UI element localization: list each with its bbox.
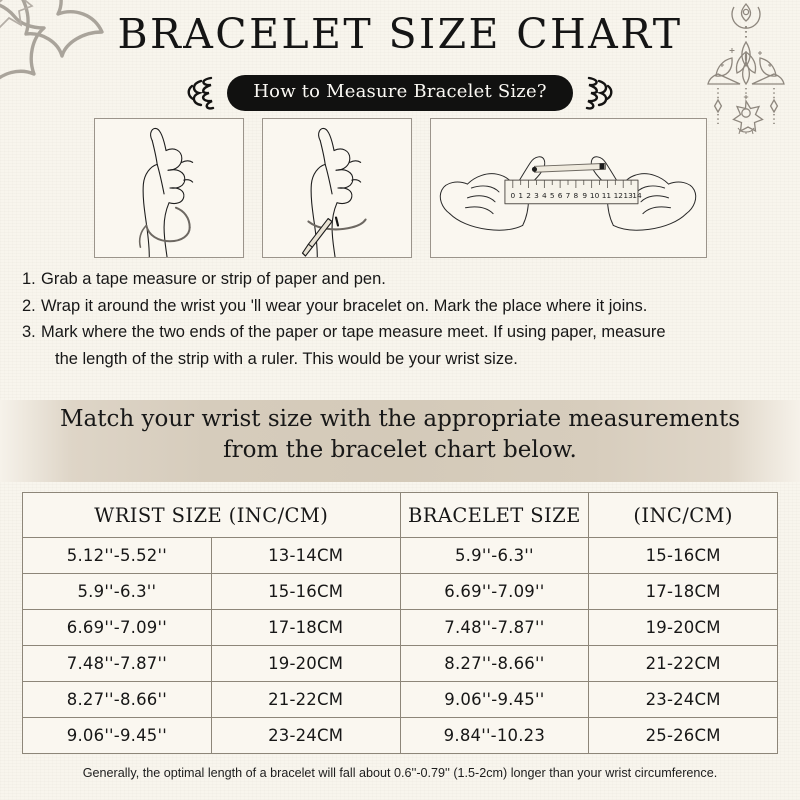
banner-heading: Match your wrist size with the appropria…: [0, 404, 800, 466]
header-bracelet-size: BRACELET SIZE: [399, 492, 590, 538]
banner-heading-line1: Match your wrist size with the appropria…: [59, 406, 741, 432]
svg-text:4: 4: [541, 191, 546, 200]
table-row: 7.48''-7.87'' 19-20CM 8.27''-8.66'' 21-2…: [22, 645, 778, 682]
svg-text:1: 1: [518, 191, 523, 200]
cell-bracelet-inch: 9.84''-10.23: [399, 717, 590, 754]
illustration-frame-1: [93, 118, 244, 258]
cell-bracelet-inch: 8.27''-8.66'': [399, 645, 590, 682]
ruler-ticks: [511, 180, 631, 188]
cell-wrist-inch: 5.9''-6.3'': [22, 573, 212, 610]
footnote: Generally, the optimal length of a brace…: [82, 766, 718, 780]
cell-bracelet-cm: 15-16CM: [588, 537, 778, 574]
size-table-wrapper: WRIST SIZE (INC/CM) BRACELET SIZE (INC/C…: [22, 492, 778, 754]
banner-background: [0, 400, 800, 482]
cell-bracelet-inch: 9.06''-9.45'': [399, 681, 590, 718]
svg-text:9: 9: [582, 191, 587, 200]
table-row: 5.12''-5.52'' 13-14CM 5.9''-6.3'' 15-16C…: [22, 537, 778, 574]
cell-bracelet-inch: 5.9''-6.3'': [399, 537, 590, 574]
list-item: 1. Grab a tape measure or strip of paper…: [22, 266, 786, 293]
step-text: Mark where the two ends of the paper or …: [41, 323, 666, 342]
header-wrist-size: WRIST SIZE (INC/CM): [22, 492, 401, 538]
size-table: WRIST SIZE (INC/CM) BRACELET SIZE (INC/C…: [22, 492, 778, 754]
cell-bracelet-cm: 19-20CM: [588, 609, 778, 646]
step-text: Wrap it around the wrist you 'll wear yo…: [41, 296, 648, 315]
svg-text:13: 13: [623, 191, 633, 200]
table-row: 5.9''-6.3'' 15-16CM 6.69''-7.09'' 17-18C…: [22, 573, 778, 610]
svg-text:0: 0: [510, 191, 515, 200]
cell-bracelet-inch: 6.69''-7.09'': [399, 573, 590, 610]
subtitle-row: How to Measure Bracelet Size?: [0, 72, 800, 114]
list-item: 3. Mark where the two ends of the paper …: [22, 319, 786, 372]
list-item: 2. Wrap it around the wrist you 'll wear…: [22, 293, 786, 320]
cell-wrist-inch: 8.27''-8.66'': [22, 681, 212, 718]
lotus-moon-ornament-icon: [707, 2, 785, 134]
cell-bracelet-cm: 23-24CM: [588, 681, 778, 718]
illustration-frame-2: [261, 118, 412, 258]
subtitle-pill: How to Measure Bracelet Size?: [227, 75, 573, 111]
cell-wrist-inch: 5.12''-5.52'': [22, 537, 212, 574]
step-text-continued: the length of the strip with a ruler. Th…: [55, 350, 518, 369]
cell-wrist-cm: 15-16CM: [210, 573, 401, 610]
step-number: 1.: [22, 270, 36, 288]
cell-wrist-cm: 21-22CM: [210, 681, 401, 718]
table-row: 6.69''-7.09'' 17-18CM 7.48''-7.87'' 19-2…: [22, 609, 778, 646]
svg-text:12: 12: [613, 191, 622, 200]
cell-wrist-inch: 6.69''-7.09'': [22, 609, 212, 646]
svg-text:7: 7: [565, 191, 570, 200]
cell-bracelet-cm: 17-18CM: [588, 573, 778, 610]
cell-wrist-cm: 13-14CM: [210, 537, 401, 574]
cell-bracelet-cm: 21-22CM: [588, 645, 778, 682]
illustration-frame-3: 0 1 2 3 4 5 6 7 8 9 10 11 12 13 14: [429, 118, 707, 258]
flourish-swirl-icon: [585, 76, 613, 110]
step-number: 3.: [22, 323, 36, 342]
cell-wrist-cm: 17-18CM: [210, 609, 401, 646]
svg-text:3: 3: [534, 191, 539, 200]
hand-marking-tape-with-pen-illustration: [301, 127, 367, 257]
banner-heading-line2: from the bracelet chart below.: [223, 436, 577, 463]
table-row: 9.06''-9.45'' 23-24CM 9.84''-10.23 25-26…: [22, 717, 778, 754]
cell-wrist-cm: 19-20CM: [210, 645, 401, 682]
cell-wrist-inch: 7.48''-7.87'': [22, 645, 212, 682]
svg-text:14: 14: [632, 191, 642, 200]
ruler-labels: 0 1 2 3 4 5 6 7 8 9 10 11 12 13 14: [510, 191, 642, 200]
instruction-steps: 1. Grab a tape measure or strip of paper…: [22, 266, 786, 373]
flourish-swirl-icon: [187, 76, 215, 110]
svg-text:2: 2: [526, 191, 531, 200]
svg-text:5: 5: [549, 191, 554, 200]
table-header-row: WRIST SIZE (INC/CM) BRACELET SIZE (INC/C…: [22, 492, 778, 538]
step-number: 2.: [22, 296, 36, 315]
step-text: Grab a tape measure or strip of paper an…: [41, 270, 386, 288]
cell-wrist-inch: 9.06''-9.45'': [22, 717, 212, 754]
cell-bracelet-inch: 7.48''-7.87'': [399, 609, 590, 646]
mandala-flower-icon: [0, 0, 104, 80]
cell-wrist-cm: 23-24CM: [210, 717, 401, 754]
hand-with-tape-around-wrist-illustration: [138, 127, 193, 257]
header-bracelet-unit: (INC/CM): [588, 492, 778, 538]
cell-bracelet-cm: 25-26CM: [588, 717, 778, 754]
page-title: BRACELET SIZE CHART: [117, 10, 683, 58]
illustration-row: 0 1 2 3 4 5 6 7 8 9 10 11 12 13 14: [0, 118, 800, 258]
svg-text:10: 10: [589, 191, 599, 200]
hands-measuring-strip-with-ruler-illustration: 0 1 2 3 4 5 6 7 8 9 10 11 12 13 14: [439, 156, 696, 231]
svg-text:11: 11: [601, 191, 611, 200]
table-row: 8.27''-8.66'' 21-22CM 9.06''-9.45'' 23-2…: [22, 681, 778, 718]
svg-text:6: 6: [557, 191, 562, 200]
svg-text:8: 8: [573, 191, 578, 200]
